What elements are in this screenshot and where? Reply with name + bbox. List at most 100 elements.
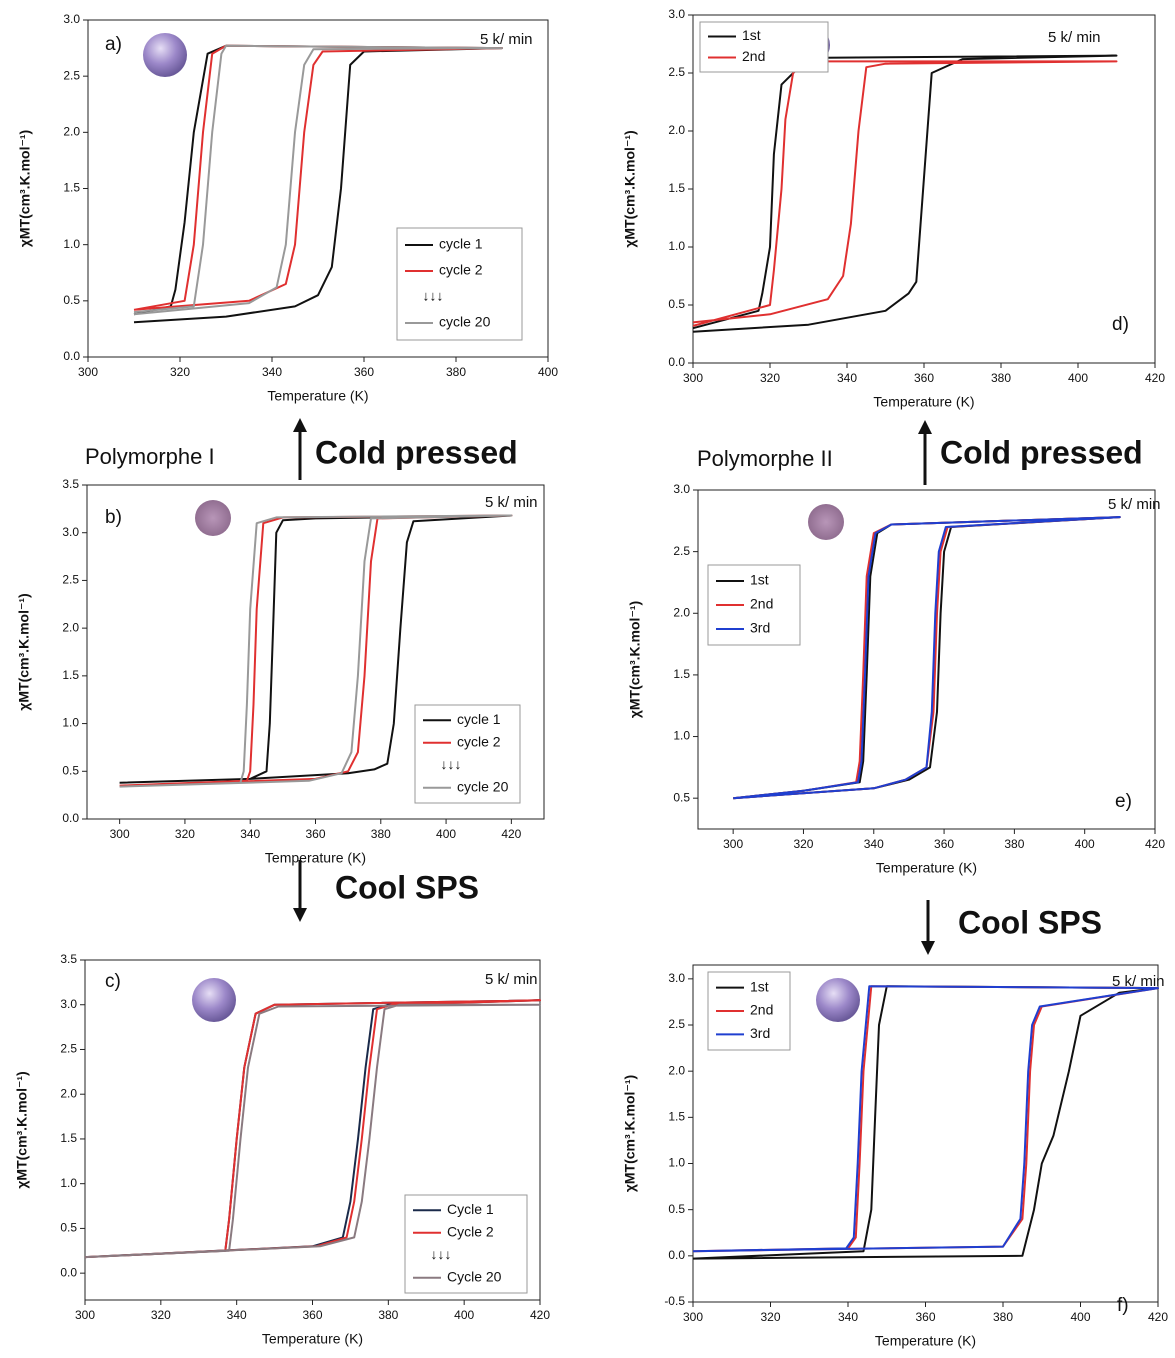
rate-label: 5 k/ min	[1108, 496, 1161, 513]
legend-label: Cycle 20	[447, 1268, 502, 1284]
panel-label: c)	[105, 971, 121, 992]
rate-label: 5 k/ min	[485, 971, 538, 988]
y-tick-label: 2.0	[60, 1086, 77, 1100]
y-tick-label: 1.5	[63, 181, 80, 195]
x-tick-label: 320	[760, 1310, 780, 1324]
x-tick-label: 380	[991, 371, 1011, 385]
y-tick-label: 1.0	[60, 1176, 77, 1190]
series-line	[692, 54, 1118, 333]
annotation: Cool SPS	[958, 904, 1102, 940]
panel-label: f)	[1117, 1295, 1129, 1316]
y-tick-label: 2.5	[62, 573, 79, 587]
legend-note: ↓↓↓	[423, 288, 444, 304]
x-tick-label: 340	[837, 371, 857, 385]
panel-label: d)	[1112, 314, 1129, 335]
x-tick-label: 400	[538, 365, 558, 379]
chart-panel: 300 320 340 360 380 400 0.0 0.5 1.0 1.5 2.0 2.5 3.0 T…	[17, 12, 559, 404]
y-tick-label: 1.0	[668, 1156, 685, 1170]
series-line	[119, 514, 513, 784]
x-axis-label: Temperature (K)	[262, 1331, 363, 1347]
x-tick-label: 400	[1068, 371, 1088, 385]
y-tick-label: 0.5	[668, 1202, 685, 1216]
legend-box	[414, 704, 521, 804]
x-tick-label: 340	[240, 827, 260, 841]
sphere-icon	[143, 33, 187, 77]
x-tick-label: 380	[993, 1310, 1013, 1324]
x-tick-label: 380	[378, 1308, 398, 1322]
x-tick-label: 360	[305, 827, 325, 841]
y-tick-label: 1.5	[668, 181, 685, 195]
x-tick-label: 420	[1145, 371, 1165, 385]
x-tick-label: 300	[723, 837, 743, 851]
y-tick-label: 0.5	[63, 293, 80, 307]
y-tick-label: 2.0	[668, 1063, 685, 1077]
x-tick-label: 420	[1148, 1310, 1168, 1324]
x-tick-label: 420	[530, 1308, 550, 1322]
chart-panel: 300 320 340 360 380 400 420 0.5 1.0 1.5 2.0 2.5 3.0 T…	[627, 482, 1166, 876]
legend-label: cycle 1	[439, 236, 483, 252]
y-axis-label: χMT(cm³.K.mol⁻¹)	[627, 601, 643, 718]
x-axis-label: Temperature (K)	[875, 1333, 976, 1349]
chart-panel: 300 320 340 360 380 400 420 0.0 0.5 1.0 1.5 2.0 2.5 3…	[622, 7, 1166, 410]
y-tick-label: 2.0	[62, 620, 79, 634]
x-tick-label: 380	[1004, 837, 1024, 851]
series-line	[133, 44, 503, 316]
legend-label: 1st	[742, 27, 761, 43]
x-tick-label: 320	[175, 827, 195, 841]
legend-label: 3rd	[750, 620, 770, 636]
x-axis-label: Temperature (K)	[873, 394, 974, 410]
y-tick-label: 2.0	[63, 125, 80, 139]
y-tick-label: 1.0	[673, 729, 690, 743]
rate-label: 5 k/ min	[485, 494, 538, 511]
decorations	[143, 25, 935, 1022]
x-axis-label: Temperature (K)	[267, 388, 368, 404]
x-tick-label: 380	[371, 827, 391, 841]
y-tick-label: 3.0	[63, 12, 80, 26]
y-tick-label: 0.5	[673, 790, 690, 804]
series-line	[133, 44, 503, 311]
y-tick-label: 3.0	[668, 971, 685, 985]
y-tick-label: 3.0	[673, 482, 690, 496]
x-tick-label: 320	[793, 837, 813, 851]
panel-label: b)	[105, 507, 122, 528]
chart-panel: 300 320 340 360 380 400 420 -0.5 0.0 0.5 1.0 1.5 2.0…	[622, 964, 1168, 1349]
chart-panel: 300 320 340 360 380 400 420 0.0 0.5 1.0 1.5 2.0 2.5 3…	[16, 477, 545, 866]
plot-frame	[697, 489, 1156, 830]
x-tick-label: 400	[1070, 1310, 1090, 1324]
y-tick-label: 2.5	[63, 68, 80, 82]
annotation: Polymorphe I	[85, 444, 215, 469]
x-tick-label: 320	[760, 371, 780, 385]
x-tick-label: 400	[1075, 837, 1095, 851]
legend-label: cycle 2	[457, 733, 501, 749]
legend-label: 1st	[750, 978, 769, 994]
x-tick-label: 360	[934, 837, 954, 851]
x-tick-label: 380	[446, 365, 466, 379]
y-tick-label: 1.0	[62, 716, 79, 730]
y-tick-label: 3.0	[60, 997, 77, 1011]
annotation: Polymorphe II	[697, 446, 833, 471]
x-tick-label: 300	[78, 365, 98, 379]
y-tick-label: 0.0	[668, 1248, 685, 1262]
series-line	[733, 516, 1121, 800]
sphere-icon	[816, 978, 860, 1022]
legend-label: Cycle 1	[447, 1201, 494, 1217]
legend-note: ↓↓↓	[441, 756, 462, 772]
y-axis-label: χMT(cm³.K.mol⁻¹)	[14, 1071, 30, 1188]
arrow-head	[293, 418, 307, 432]
legend-label: cycle 20	[439, 314, 491, 330]
y-tick-label: 1.0	[63, 237, 80, 251]
series-line	[692, 985, 1159, 1253]
y-axis-label: χMT(cm³.K.mol⁻¹)	[17, 130, 33, 247]
y-tick-label: 0.0	[60, 1265, 77, 1279]
y-tick-label: 0.5	[60, 1221, 77, 1235]
legend-label: 3rd	[750, 1025, 770, 1041]
x-axis-label: Temperature (K)	[265, 850, 366, 866]
series-line	[84, 1003, 541, 1259]
legend-box	[699, 21, 829, 73]
rate-label: 5 k/ min	[480, 31, 533, 48]
x-tick-label: 360	[354, 365, 374, 379]
y-axis-label: χMT(cm³.K.mol⁻¹)	[622, 1075, 638, 1192]
x-tick-label: 300	[683, 1310, 703, 1324]
y-tick-label: 3.5	[60, 952, 77, 966]
series-line	[119, 514, 513, 788]
